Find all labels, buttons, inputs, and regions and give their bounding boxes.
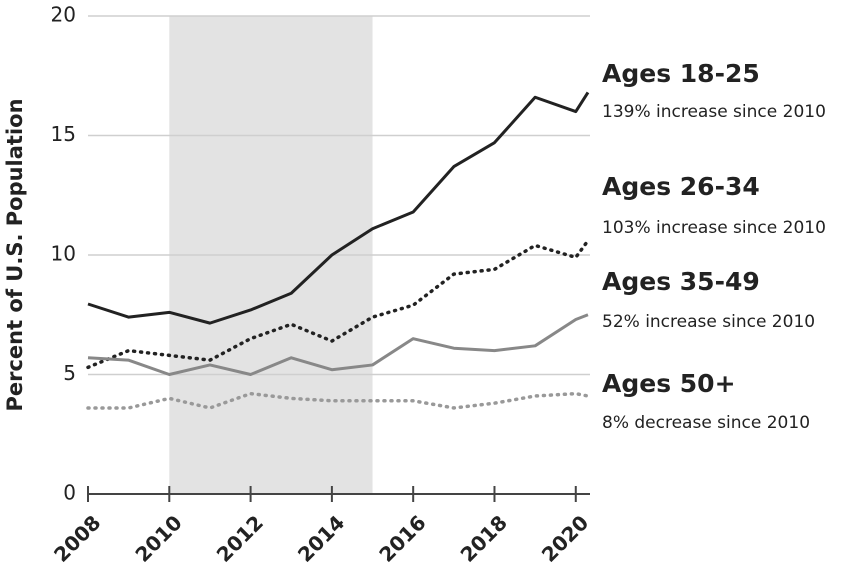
x-tick-label: 2010 — [130, 510, 186, 566]
series-name: Ages 35-49 — [602, 267, 760, 296]
series-annotation: 52% increase since 2010 — [602, 312, 815, 332]
x-tick-label: 2018 — [456, 510, 512, 566]
y-tick-label: 15 — [51, 122, 76, 146]
series-line — [87, 313, 589, 376]
y-tick-label: 5 — [63, 361, 76, 385]
x-tick-label: 2012 — [212, 510, 268, 566]
series-line — [86, 391, 590, 410]
y-tick-label: 10 — [51, 242, 76, 266]
series-annotation: 8% decrease since 2010 — [602, 413, 810, 433]
series-name: Ages 18-25 — [602, 59, 760, 88]
series-annotation: 139% increase since 2010 — [602, 102, 826, 122]
series-annotation: 103% increase since 2010 — [602, 218, 826, 238]
series-line — [86, 238, 590, 370]
y-tick-label: 0 — [63, 481, 76, 505]
series-name: Ages 50+ — [602, 369, 736, 398]
x-tick-label: 2020 — [537, 510, 593, 566]
x-tick-label: 2016 — [374, 510, 430, 566]
series-name: Ages 26-34 — [602, 172, 760, 201]
x-tick-label: 2008 — [49, 510, 105, 566]
x-tick-label: 2014 — [293, 510, 349, 566]
y-axis-label: Percent of U.S. Population — [3, 98, 27, 411]
y-tick-label: 20 — [51, 3, 76, 27]
series-line — [87, 91, 590, 325]
